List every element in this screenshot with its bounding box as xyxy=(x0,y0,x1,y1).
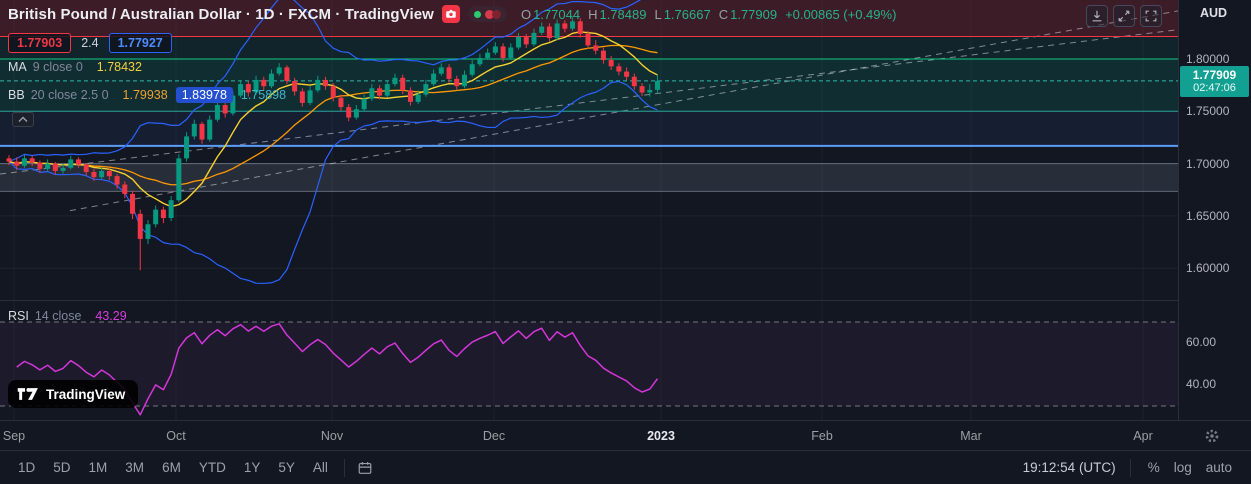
bb-upper-value: 1.83978 xyxy=(175,87,233,103)
tradingview-logo-icon xyxy=(17,388,38,400)
open-value: 1.77044 xyxy=(533,6,581,22)
rsi-params: 14 close xyxy=(34,309,82,323)
price-tick-label: 1.65000 xyxy=(1186,208,1230,223)
red-price-alert-badge[interactable]: 1.77903 xyxy=(8,33,72,53)
currency-label[interactable]: AUD xyxy=(1200,6,1228,20)
range-1d-button[interactable]: 1D xyxy=(12,457,41,478)
blue-price-alert-badge[interactable]: 1.77927 xyxy=(108,33,172,53)
ma-name: MA xyxy=(8,60,27,74)
price-tick-label: 1.60000 xyxy=(1186,261,1230,276)
last-price-box: 1.77909 02:47:06 xyxy=(1180,65,1249,97)
camera-icon[interactable] xyxy=(441,5,460,23)
high-value: 1.78489 xyxy=(599,6,647,22)
range-6m-button[interactable]: 6M xyxy=(156,457,187,478)
low-label: L xyxy=(654,6,662,22)
rsi-tick-label: 60.00 xyxy=(1186,335,1217,349)
log-scale-button[interactable]: log xyxy=(1167,457,1199,478)
chart-settings-button[interactable] xyxy=(1204,427,1222,445)
download-icon xyxy=(1092,10,1102,22)
time-axis-label: Dec xyxy=(482,429,506,443)
time-axis-label: Apr xyxy=(1133,429,1153,443)
range-3m-button[interactable]: 3M xyxy=(119,457,150,478)
symbol-title[interactable]: British Pound / Australian Dollar · 1D ·… xyxy=(8,5,434,23)
low-value: 1.76667 xyxy=(663,6,711,22)
range-5y-button[interactable]: 5Y xyxy=(272,457,301,478)
range-5d-button[interactable]: 5D xyxy=(47,457,76,478)
red-status-dot-icon xyxy=(484,9,494,19)
rsi-value: 43.29 xyxy=(95,309,127,323)
timezone-clock[interactable]: 19:12:54 (UTC) xyxy=(1019,458,1120,477)
chart-action-icons xyxy=(1086,5,1162,27)
bb-name: BB xyxy=(8,88,25,102)
last-price-value: 1.77909 xyxy=(1192,67,1237,82)
toolbar-divider xyxy=(1129,458,1131,477)
gear-icon xyxy=(1205,429,1219,443)
date-range-buttons: 1D 5D 1M 3M 6M YTD 1Y 5Y All xyxy=(12,457,334,478)
price-tick-label: 1.80000 xyxy=(1186,52,1230,66)
time-axis-label: Nov xyxy=(320,429,344,443)
close-value: 1.77909 xyxy=(730,6,778,22)
price-axis[interactable]: AUD 1.80000 1.75000 1.70000 1.65000 1.60000 … xyxy=(1178,0,1251,420)
auto-scale-button[interactable]: auto xyxy=(1199,457,1239,478)
watermark-brand: TradingView xyxy=(46,386,126,402)
open-label: O xyxy=(520,6,532,22)
time-axis-label: 2023 xyxy=(647,429,675,443)
fullscreen-button[interactable] xyxy=(1140,5,1162,27)
rsi-chart-canvas[interactable] xyxy=(0,301,1178,420)
green-status-dot-icon xyxy=(473,10,481,18)
time-axis-label: Mar xyxy=(960,429,982,443)
toolbar-divider xyxy=(343,458,345,477)
main-chart-pane: British Pound / Australian Dollar · 1D ·… xyxy=(0,0,1178,300)
bar-countdown: 02:47:06 xyxy=(1193,81,1236,94)
fullscreen-icon xyxy=(1145,10,1157,22)
range-all-button[interactable]: All xyxy=(307,457,334,478)
time-axis-label: Sep xyxy=(2,429,26,443)
bottom-toolbar: 1D 5D 1M 3M 6M YTD 1Y 5Y All 19:12:54 (UTC) % lo… xyxy=(0,450,1251,484)
calendar-icon xyxy=(358,461,372,474)
range-1y-button[interactable]: 1Y xyxy=(238,457,267,478)
ma-indicator-legend[interactable]: MA 9 close 0 1.78432 xyxy=(8,60,142,74)
rsi-name: RSI xyxy=(8,309,29,323)
dark-red-status-dot-icon xyxy=(491,9,501,19)
rsi-indicator-legend[interactable]: RSI 14 close 43.29 xyxy=(8,309,127,323)
time-axis[interactable]: Sep Oct Nov Dec 2023 Feb Mar Apr xyxy=(0,420,1251,450)
main-chart-canvas[interactable] xyxy=(0,0,1178,300)
time-axis-label: Feb xyxy=(811,429,833,443)
tradingview-watermark[interactable]: TradingView xyxy=(8,380,139,408)
range-1m-button[interactable]: 1M xyxy=(83,457,114,478)
price-label-badges-row: 1.77903 2.4 1.77927 xyxy=(8,33,172,53)
close-label: C xyxy=(718,6,729,22)
bb-params: 20 close 2.5 0 xyxy=(30,88,109,102)
time-axis-label: Oct xyxy=(166,429,186,443)
rsi-pane: RSI 14 close 43.29 xyxy=(0,300,1178,420)
rsi-tick-label: 40.00 xyxy=(1186,377,1217,391)
change-value: +0.00865 (+0.49%) xyxy=(785,6,897,22)
expand-window-button[interactable] xyxy=(1113,5,1135,27)
status-pill[interactable] xyxy=(467,6,507,22)
bb-lower-value: 1.75898 xyxy=(240,88,287,102)
percent-scale-button[interactable]: % xyxy=(1141,457,1167,478)
go-to-date-button[interactable] xyxy=(355,458,375,478)
high-label: H xyxy=(588,6,598,22)
ohlc-readout: O 1.77044 H 1.78489 L 1.76667 C 1.77909 +0.0… xyxy=(521,7,896,22)
middle-value-label: 2.4 xyxy=(81,36,99,50)
expand-arrows-icon xyxy=(1118,10,1130,22)
range-ytd-button[interactable]: YTD xyxy=(193,457,232,478)
bb-indicator-legend[interactable]: BB 20 close 2.5 0 1.79938 1.83978 1.7589… xyxy=(8,87,286,103)
bb-basis-value: 1.79938 xyxy=(122,88,168,102)
price-tick-label: 1.70000 xyxy=(1186,156,1230,171)
price-tick-label: 1.75000 xyxy=(1186,104,1230,119)
ma-value: 1.78432 xyxy=(96,60,142,74)
download-button[interactable] xyxy=(1086,5,1108,27)
ma-params: 9 close 0 xyxy=(32,60,83,74)
symbol-legend-row: British Pound / Australian Dollar · 1D ·… xyxy=(8,5,896,23)
chevron-up-icon xyxy=(18,116,28,122)
collapse-legend-button[interactable] xyxy=(12,112,34,127)
